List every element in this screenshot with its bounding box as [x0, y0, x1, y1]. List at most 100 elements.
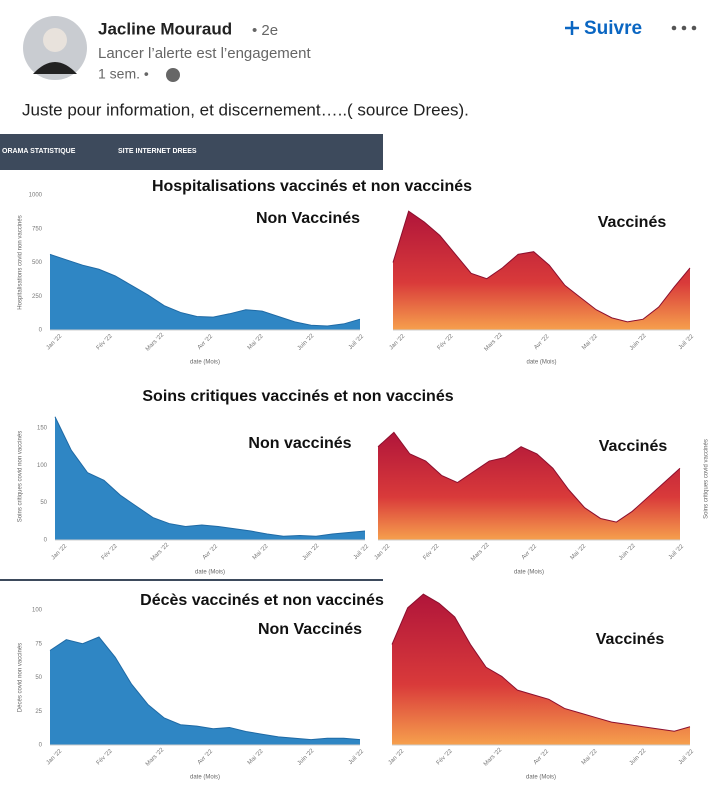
post-text: Juste pour information, et discernement……: [22, 100, 469, 119]
nav-item[interactable]: ORAMA STATISTIQUE: [2, 148, 76, 155]
x-tick-label: Juin '22: [629, 333, 648, 352]
area-fill: [50, 254, 360, 330]
x-tick-label: Juil '22: [678, 333, 696, 351]
area-line: [54, 416, 366, 537]
x-tick-label: Mars '22: [145, 747, 166, 768]
x-tick-label: Jan '22: [46, 748, 64, 766]
y-tick-label: 100: [37, 463, 48, 469]
x-tick-label: Mai '22: [581, 748, 599, 766]
x-tick-label: Mars '22: [470, 542, 491, 563]
y-axis-label: Hospitalisations covid non vaccinés: [18, 215, 24, 309]
y-axis-label: Soins critiques covid vaccinés: [704, 439, 710, 519]
y-tick-label: 0: [39, 328, 43, 334]
x-axis-label: date (Mois): [190, 775, 220, 781]
x-tick-label: Juil '22: [348, 333, 366, 351]
x-tick-label: Jan '22: [374, 543, 392, 561]
y-tick-label: 250: [32, 294, 43, 300]
x-tick-label: Fév '22: [96, 748, 114, 766]
y-tick-label: 750: [32, 226, 43, 232]
x-axis-label: date (Mois): [514, 570, 544, 576]
x-tick-label: Avr '22: [533, 333, 551, 351]
x-tick-label: Juin '22: [618, 543, 637, 562]
x-tick-label: Mai '22: [252, 543, 270, 561]
more-menu[interactable]: [671, 25, 697, 31]
avatar-body: [33, 62, 77, 74]
x-tick-label: Mars '22: [483, 747, 504, 768]
chart-label: Non Vaccinés: [258, 621, 362, 638]
chart-label: Non Vaccinés: [256, 210, 360, 227]
panel-title: Hospitalisations vaccinés et non vacciné…: [152, 178, 472, 195]
chart-label: Vaccinés: [598, 214, 667, 231]
area-fill: [55, 416, 365, 540]
area-fill: [393, 211, 690, 330]
x-tick-label: Fév '22: [101, 543, 119, 561]
x-tick-label: Mai '22: [247, 333, 265, 351]
x-tick-label: Avr '22: [202, 543, 220, 561]
y-tick-label: 25: [35, 709, 42, 715]
globe-icon: [166, 68, 180, 82]
area-fill: [378, 432, 680, 540]
chart-label: Non vaccinés: [248, 435, 351, 452]
x-tick-label: Jan '22: [46, 333, 64, 351]
y-tick-label: 100: [32, 608, 43, 614]
x-tick-label: Avr '22: [197, 333, 215, 351]
area-fill: [50, 637, 360, 745]
x-tick-label: Mars '22: [150, 542, 171, 563]
panel-title: Soins critiques vaccinés et non vaccinés: [142, 388, 453, 405]
x-axis-label: date (Mois): [195, 570, 225, 576]
area-line: [377, 431, 681, 523]
area-line: [49, 636, 361, 741]
headline: Lancer l’alerte est l’engagement: [98, 45, 311, 62]
x-tick-label: Mars '22: [484, 332, 505, 353]
y-tick-label: 50: [40, 500, 47, 506]
x-tick-label: Avr '22: [533, 748, 551, 766]
x-axis-label: date (Mois): [526, 360, 556, 366]
x-tick-label: Avr '22: [197, 748, 215, 766]
x-tick-label: Mai '22: [247, 748, 265, 766]
nav-bar: [0, 134, 383, 170]
nav-item[interactable]: SITE INTERNET DREES: [118, 148, 197, 155]
x-tick-label: Juin '22: [297, 333, 316, 352]
x-tick-label: Juin '22: [297, 748, 316, 767]
x-tick-label: Mai '22: [581, 333, 599, 351]
x-tick-label: Avr '22: [521, 543, 539, 561]
x-tick-label: Juil '22: [668, 543, 686, 561]
time: 1 sem. •: [98, 66, 149, 82]
area-line: [49, 253, 361, 327]
panel-title: Décès vaccinés et non vaccinés: [140, 592, 384, 609]
area-line: [392, 210, 691, 323]
x-axis-label: date (Mois): [526, 775, 556, 781]
x-tick-label: Mars '22: [145, 332, 166, 353]
y-axis-label: Décès covid non vaccinés: [18, 643, 24, 712]
x-tick-label: Juil '22: [678, 748, 696, 766]
x-tick-label: Juil '22: [348, 748, 366, 766]
x-tick-label: Fév '22: [436, 748, 454, 766]
plus-icon: [565, 21, 579, 35]
area-fill: [392, 594, 690, 745]
avatar-face: [43, 28, 67, 52]
x-tick-label: Jan '22: [388, 748, 406, 766]
y-tick-label: 75: [35, 641, 42, 647]
x-tick-label: Fév '22: [96, 333, 114, 351]
y-tick-label: 1000: [29, 193, 43, 199]
y-tick-label: 500: [32, 260, 43, 266]
follow-button[interactable]: Suivre: [584, 18, 642, 39]
y-tick-label: 50: [35, 675, 42, 681]
y-axis-label: Soins critiques covid non vaccinés: [18, 431, 24, 522]
x-tick-label: Fév '22: [422, 543, 440, 561]
chart-label: Vaccinés: [596, 631, 665, 648]
y-tick-label: 0: [39, 743, 43, 749]
x-tick-label: Jan '22: [389, 333, 407, 351]
x-axis-label: date (Mois): [190, 360, 220, 366]
x-tick-label: Juin '22: [302, 543, 321, 562]
x-tick-label: Mai '22: [570, 543, 588, 561]
author-name[interactable]: Jacline Mouraud: [98, 19, 232, 38]
area-line: [391, 593, 691, 732]
x-tick-label: Juin '22: [629, 748, 648, 767]
x-tick-label: Jan '22: [51, 543, 69, 561]
x-tick-label: Fév '22: [437, 333, 455, 351]
chart-label: Vaccinés: [599, 438, 668, 455]
y-tick-label: 0: [44, 538, 48, 544]
